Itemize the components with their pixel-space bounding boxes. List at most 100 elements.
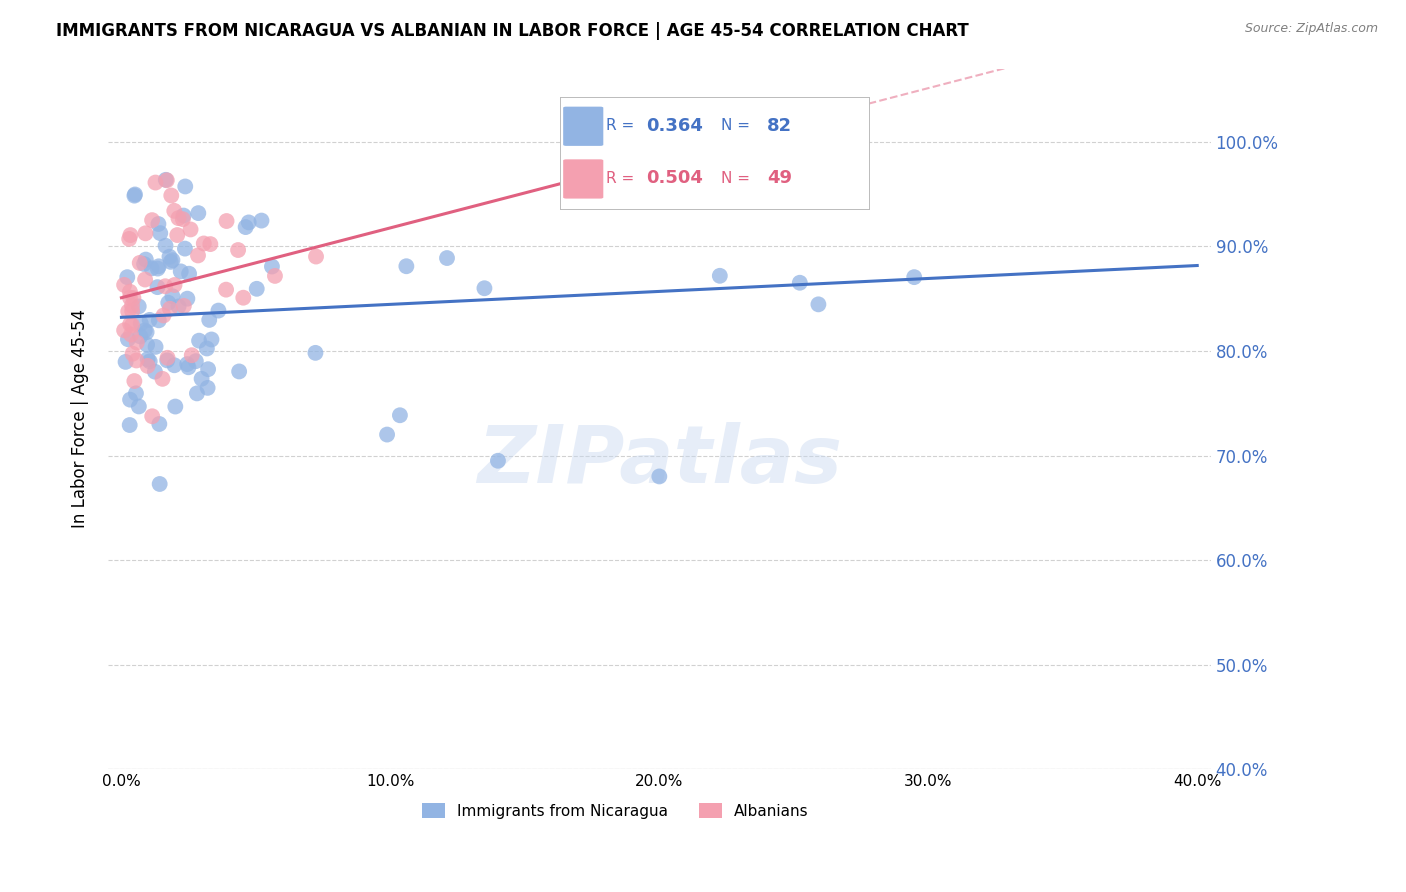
- Point: [648, 469, 671, 483]
- Point: [114, 355, 136, 369]
- Point: [188, 334, 211, 348]
- Point: [474, 281, 496, 295]
- Point: [215, 283, 238, 297]
- Point: [162, 289, 184, 303]
- Point: [159, 255, 181, 269]
- Point: [148, 260, 170, 274]
- Point: [783, 135, 806, 149]
- Y-axis label: In Labor Force | Age 45-54: In Labor Force | Age 45-54: [72, 310, 89, 528]
- Point: [486, 454, 509, 468]
- Point: [143, 365, 166, 379]
- Point: [136, 352, 159, 367]
- Point: [186, 386, 208, 401]
- Point: [156, 353, 179, 368]
- Point: [264, 268, 287, 283]
- Point: [138, 313, 160, 327]
- Point: [176, 357, 198, 371]
- Point: [146, 280, 169, 294]
- Point: [124, 374, 146, 388]
- Point: [166, 228, 188, 243]
- Point: [807, 297, 830, 311]
- Point: [128, 256, 150, 270]
- Point: [117, 270, 139, 285]
- Point: [135, 252, 157, 267]
- Point: [159, 301, 181, 316]
- Point: [172, 212, 194, 227]
- Point: [174, 242, 197, 256]
- Point: [155, 238, 177, 252]
- Point: [120, 327, 142, 342]
- Point: [193, 236, 215, 251]
- Point: [117, 332, 139, 346]
- Point: [238, 215, 260, 229]
- Point: [173, 299, 195, 313]
- Point: [731, 182, 754, 196]
- Point: [136, 338, 159, 352]
- Point: [120, 228, 142, 243]
- Point: [136, 359, 159, 373]
- Point: [120, 317, 142, 331]
- Point: [156, 351, 179, 365]
- Point: [155, 279, 177, 293]
- Point: [128, 400, 150, 414]
- Point: [190, 372, 212, 386]
- Point: [148, 313, 170, 327]
- Point: [162, 253, 184, 268]
- Point: [200, 333, 222, 347]
- Point: [195, 342, 218, 356]
- Point: [134, 323, 156, 337]
- Point: [148, 217, 170, 231]
- Point: [304, 346, 326, 360]
- Point: [180, 348, 202, 362]
- Point: [125, 335, 148, 350]
- Point: [388, 409, 411, 423]
- Point: [436, 251, 458, 265]
- Point: [146, 261, 169, 276]
- Point: [198, 313, 221, 327]
- Point: [135, 325, 157, 339]
- Point: [170, 264, 193, 278]
- Point: [751, 172, 773, 186]
- Point: [145, 176, 167, 190]
- Point: [174, 179, 197, 194]
- Point: [200, 237, 222, 252]
- Point: [152, 309, 174, 323]
- Point: [177, 267, 200, 281]
- Point: [157, 295, 180, 310]
- Point: [148, 417, 170, 431]
- Point: [141, 261, 163, 276]
- Point: [128, 300, 150, 314]
- Point: [129, 329, 152, 343]
- Point: [124, 187, 146, 202]
- Point: [246, 282, 269, 296]
- Point: [134, 272, 156, 286]
- Point: [187, 206, 209, 220]
- Point: [173, 209, 195, 223]
- Point: [163, 358, 186, 372]
- Point: [152, 372, 174, 386]
- Point: [149, 226, 172, 240]
- Point: [141, 409, 163, 424]
- Point: [159, 250, 181, 264]
- Point: [250, 213, 273, 227]
- Point: [125, 353, 148, 368]
- Point: [117, 304, 139, 318]
- Point: [903, 270, 925, 285]
- Point: [177, 360, 200, 375]
- Point: [305, 250, 328, 264]
- Point: [232, 291, 254, 305]
- Point: [120, 392, 142, 407]
- Point: [215, 214, 238, 228]
- Point: [789, 276, 811, 290]
- Point: [121, 318, 143, 333]
- Point: [122, 291, 145, 305]
- Point: [118, 291, 141, 305]
- Point: [163, 278, 186, 293]
- Point: [121, 304, 143, 318]
- Point: [197, 362, 219, 376]
- Point: [207, 303, 229, 318]
- Point: [121, 299, 143, 313]
- Point: [155, 173, 177, 187]
- Point: [197, 381, 219, 395]
- Point: [124, 188, 146, 202]
